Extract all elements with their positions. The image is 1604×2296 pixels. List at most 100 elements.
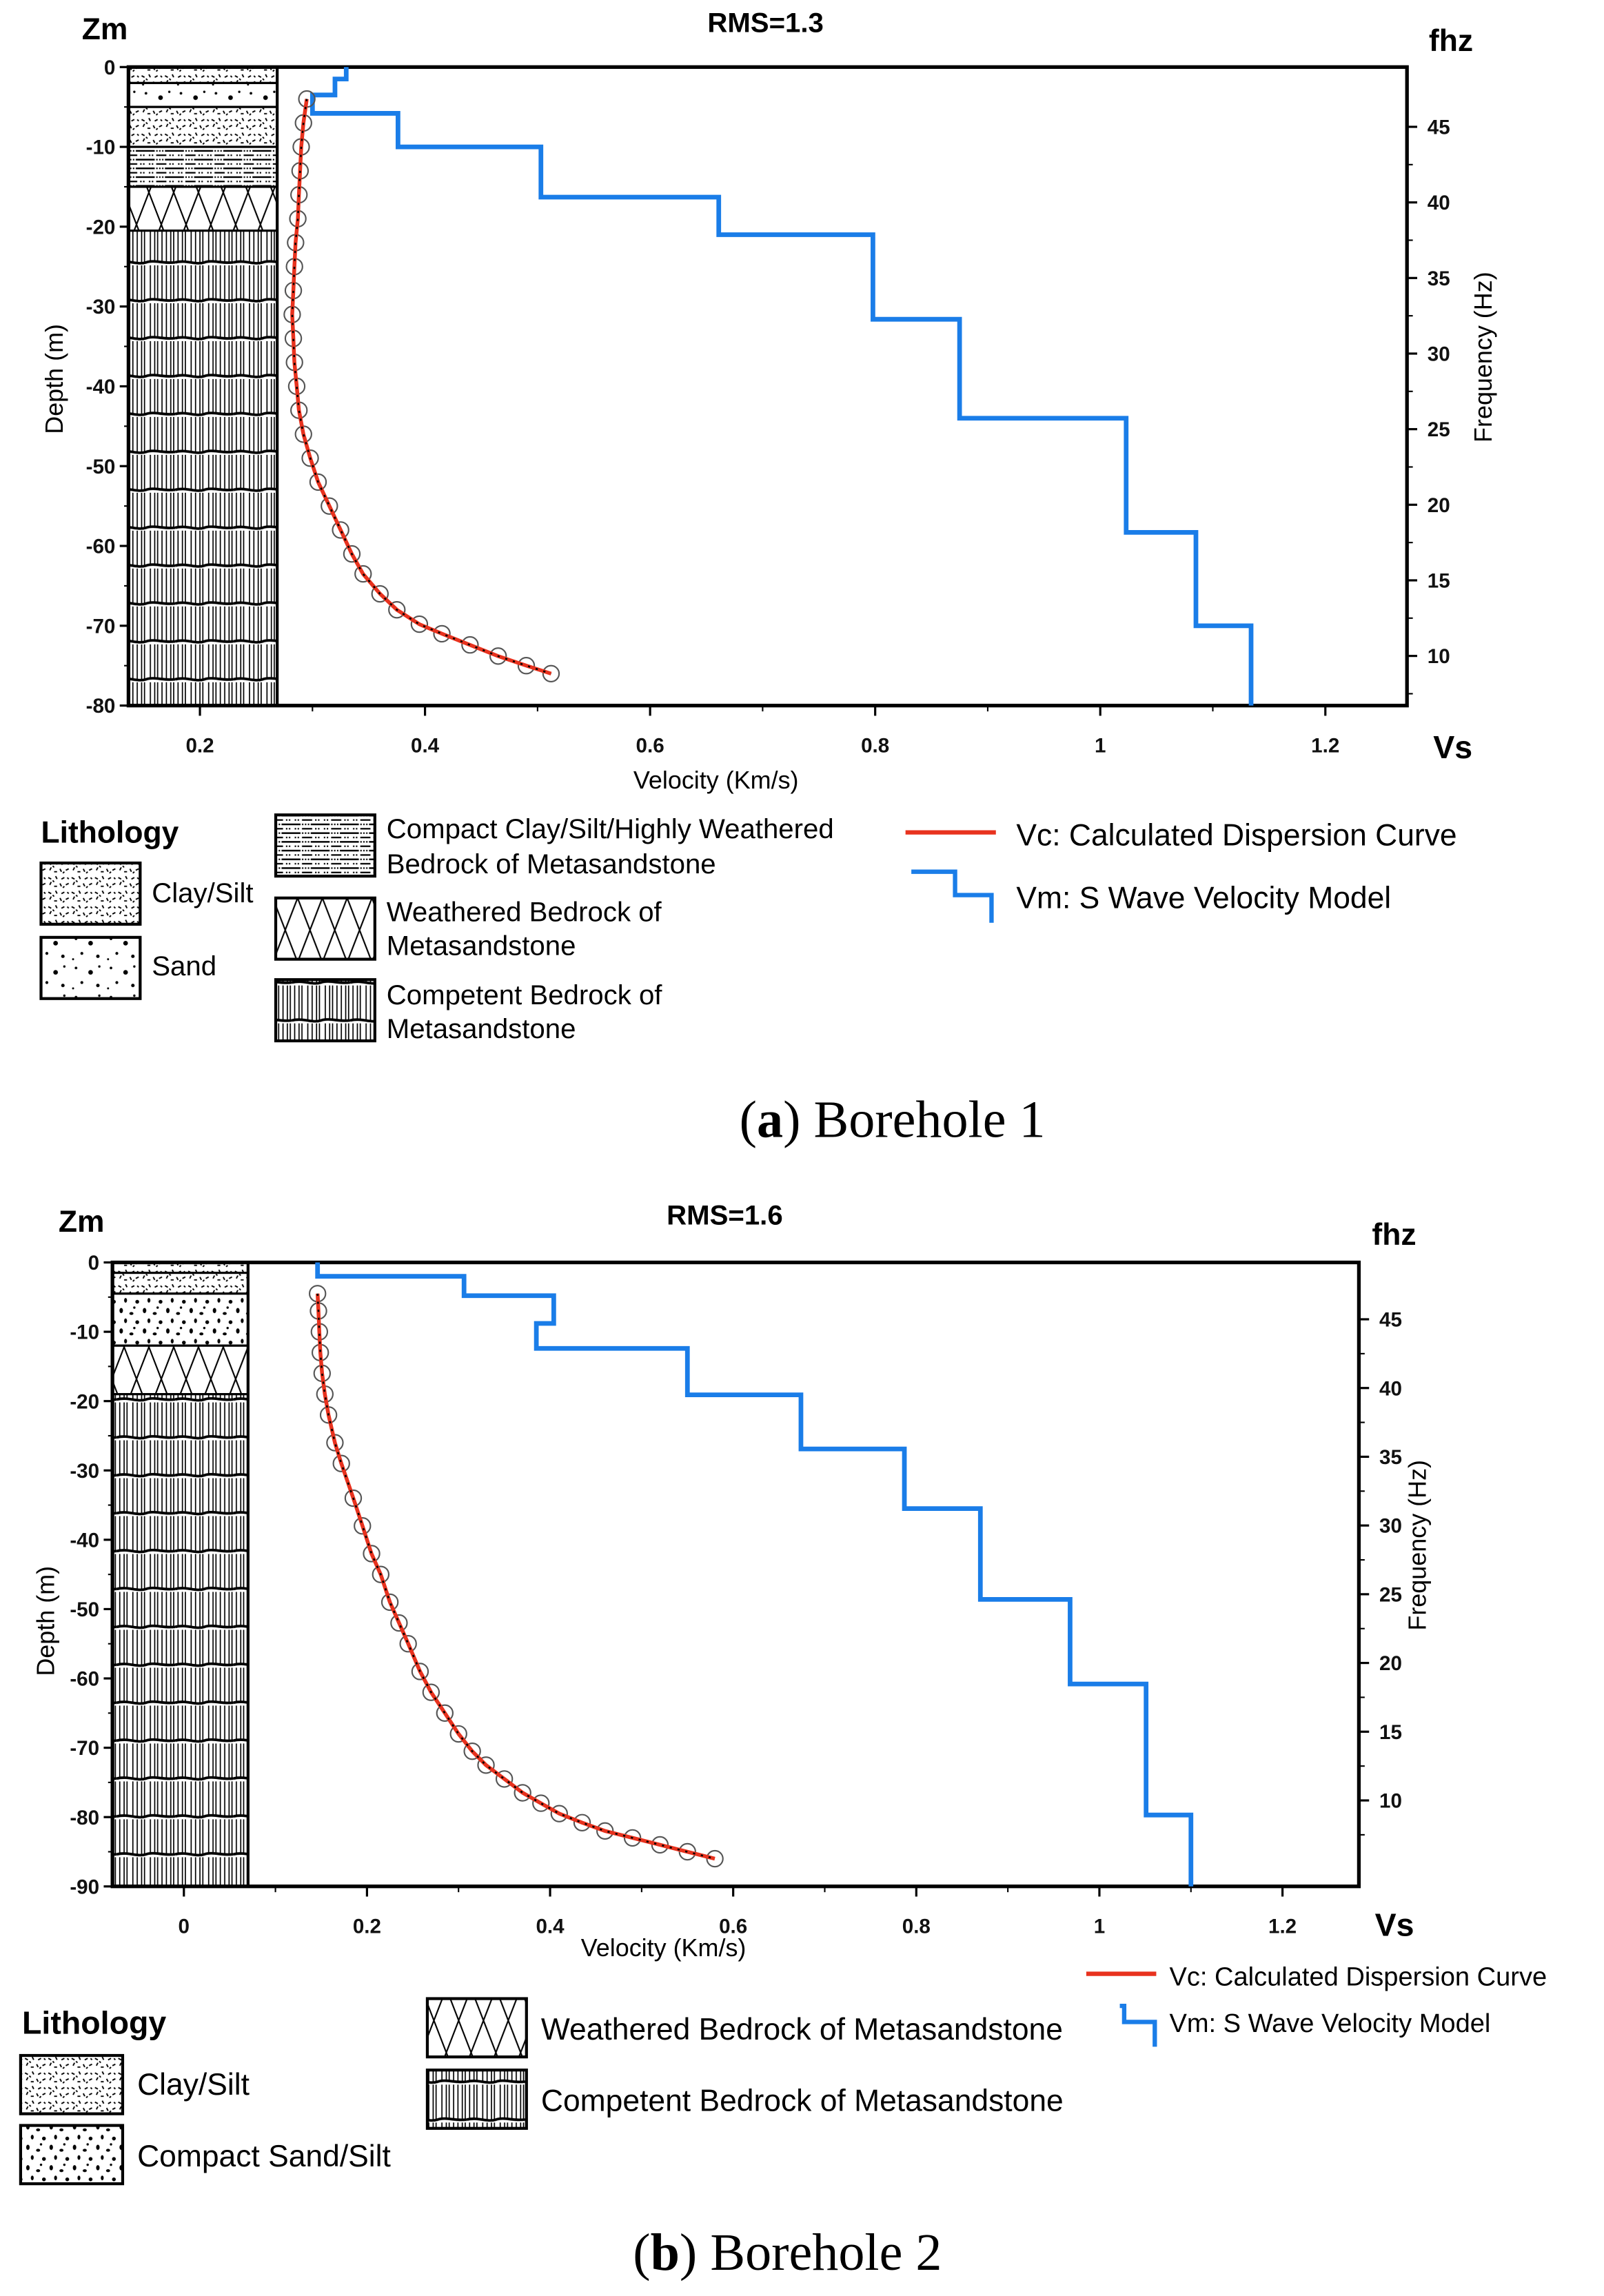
y-tick-label: -30 (86, 296, 116, 318)
legend-label-clay: Clay/Silt (152, 877, 253, 908)
observed-data-point (390, 1614, 408, 1632)
weathered-swatch (425, 1997, 528, 2059)
observed-data-point (344, 1489, 363, 1507)
legend-label-vm: Vm: S Wave Velocity Model (1169, 2009, 1490, 2038)
y2-tick-label: 10 (1428, 645, 1450, 668)
observed-data-point (410, 615, 429, 633)
y-tick-label: -40 (70, 1529, 99, 1552)
y2-tick-label: 20 (1428, 494, 1450, 517)
legend-label-compact-2: Bedrock of Metasandstone (387, 849, 716, 880)
y-tick-label: -50 (70, 1598, 99, 1621)
y-tick-label: -20 (86, 216, 116, 238)
observed-data-point (411, 1663, 429, 1680)
observed-data-point (332, 521, 349, 539)
y-tick-label: -60 (70, 1668, 99, 1691)
observed-data-point (371, 585, 389, 603)
lithology-layer-sand2 (111, 1292, 250, 1347)
legend-title: Lithology (22, 2004, 166, 2040)
observed-data-point (678, 1842, 696, 1861)
vc-dotted-overlay (291, 99, 551, 675)
x-tick-label: 0.6 (719, 1915, 747, 1938)
x-axis-label: Velocity (Km/s) (633, 766, 799, 794)
vm-legend-line (911, 869, 994, 923)
y-tick-label: -80 (70, 1807, 99, 1829)
observed-data-point (489, 647, 507, 665)
legend: Vc: Calculated Dispersion Curve Vm: S Wa… (19, 1963, 1547, 2186)
observed-data-point (449, 1725, 467, 1743)
chart-title: RMS=1.6 (667, 1200, 783, 1231)
y2-tick-label: 45 (1379, 1309, 1402, 1332)
compact-clay-swatch (274, 813, 376, 878)
y2-tick-label: 15 (1428, 570, 1450, 593)
observed-data-point (372, 1565, 390, 1583)
observed-data-point (495, 1770, 514, 1788)
plot-frame (110, 1260, 1361, 1889)
left-axis-title: Zm (59, 1205, 105, 1239)
vc-dispersion-curve (315, 1293, 715, 1861)
chart-title: RMS=1.3 (707, 8, 824, 39)
legend-label-sand: Sand (152, 951, 216, 982)
y-tick-label: -30 (70, 1460, 99, 1483)
plot-area: 0 0.2 0.4 0.6 0.8 1 1.2 0 -10 -20 -30 -40 -50 -60 -70 -… (70, 1252, 1402, 1938)
observed-data-point (550, 1805, 569, 1822)
y2-tick-label: 30 (1428, 343, 1450, 366)
y2-axis-label: Frequency (Hz) (1469, 272, 1497, 443)
plot-area: 0.2 0.4 0.6 0.8 1 1.2 0 -10 -20 -30 -40 -50 -60 -70 -8… (86, 57, 1450, 757)
legend-label-clay: Clay/Silt (137, 2068, 250, 2102)
vm-velocity-model-line (309, 67, 1254, 706)
lithology-layer-sand (127, 81, 278, 108)
legend-label-weathered-2: Metasandstone (387, 930, 576, 961)
vm-velocity-model-line (315, 1262, 1194, 1887)
observed-data-point (309, 473, 327, 491)
y-tick-label: -90 (70, 1876, 99, 1898)
observed-data-point (532, 1794, 550, 1812)
observed-data-point (461, 636, 479, 654)
x-tick-label: 0.6 (636, 734, 664, 757)
weathered-swatch (274, 896, 376, 961)
y-axis-label: Depth (m) (32, 1566, 60, 1676)
y2-axis-label: Frequency (Hz) (1403, 1460, 1432, 1631)
plot-frame (126, 65, 1409, 708)
observed-data-point (623, 1829, 642, 1847)
x-tick-label: 1.2 (1268, 1915, 1297, 1938)
lithology-layer-weathered (111, 1344, 250, 1396)
y2-tick-label: 45 (1428, 116, 1450, 139)
x-tick-label: 0.8 (902, 1915, 931, 1938)
borehole-1-chart: Zm RMS=1.3 fhz Vs Velocity (Km/s) Depth … (39, 8, 1497, 1149)
lithology-layer-clay (127, 105, 278, 148)
y-tick-label: -40 (86, 376, 116, 398)
observed-data-point (354, 1517, 372, 1535)
competent-swatch (274, 978, 376, 1043)
legend-label-vm: Vm: S Wave Velocity Model (1016, 882, 1391, 915)
y-tick-label: -50 (86, 456, 116, 478)
observed-data-point (332, 1454, 350, 1472)
observed-data-point (477, 1756, 495, 1774)
x-tick-label: 0.8 (861, 734, 889, 757)
legend: Lithology Clay/Silt Sand Compact Clay/Si… (39, 813, 1457, 1044)
right-axis-title: fhz (1429, 24, 1473, 58)
observed-data-point (321, 497, 338, 515)
observed-data-point (517, 657, 536, 675)
observed-data-point (651, 1836, 669, 1854)
y-tick-label: 0 (88, 1252, 99, 1274)
sand-swatch (39, 935, 142, 1000)
caption: (a) Borehole 1 (740, 1091, 1046, 1149)
right-axis-title: fhz (1372, 1218, 1416, 1252)
vc-dispersion-curve (290, 99, 552, 675)
y2-tick-label: 10 (1379, 1790, 1402, 1813)
x-axis-label: Velocity (Km/s) (581, 1933, 747, 1962)
y-tick-label: -80 (86, 695, 116, 718)
y-tick-label: 0 (104, 57, 115, 79)
y2-tick-label: 15 (1379, 1721, 1402, 1744)
x-tick-label: 0.4 (411, 734, 440, 757)
y-tick-label: -70 (86, 615, 116, 638)
observed-data-point (542, 664, 560, 682)
legend-label-competent-1: Competent Bedrock of (387, 979, 663, 1010)
observed-data-point (422, 1683, 440, 1701)
left-axis-title: Zm (82, 12, 128, 46)
y2-tick-label: 40 (1428, 192, 1450, 214)
y-tick-label: -70 (70, 1737, 99, 1760)
legend-label-vc: Vc: Calculated Dispersion Curve (1169, 1963, 1547, 1992)
x-axis-title: Vs (1375, 1907, 1414, 1943)
